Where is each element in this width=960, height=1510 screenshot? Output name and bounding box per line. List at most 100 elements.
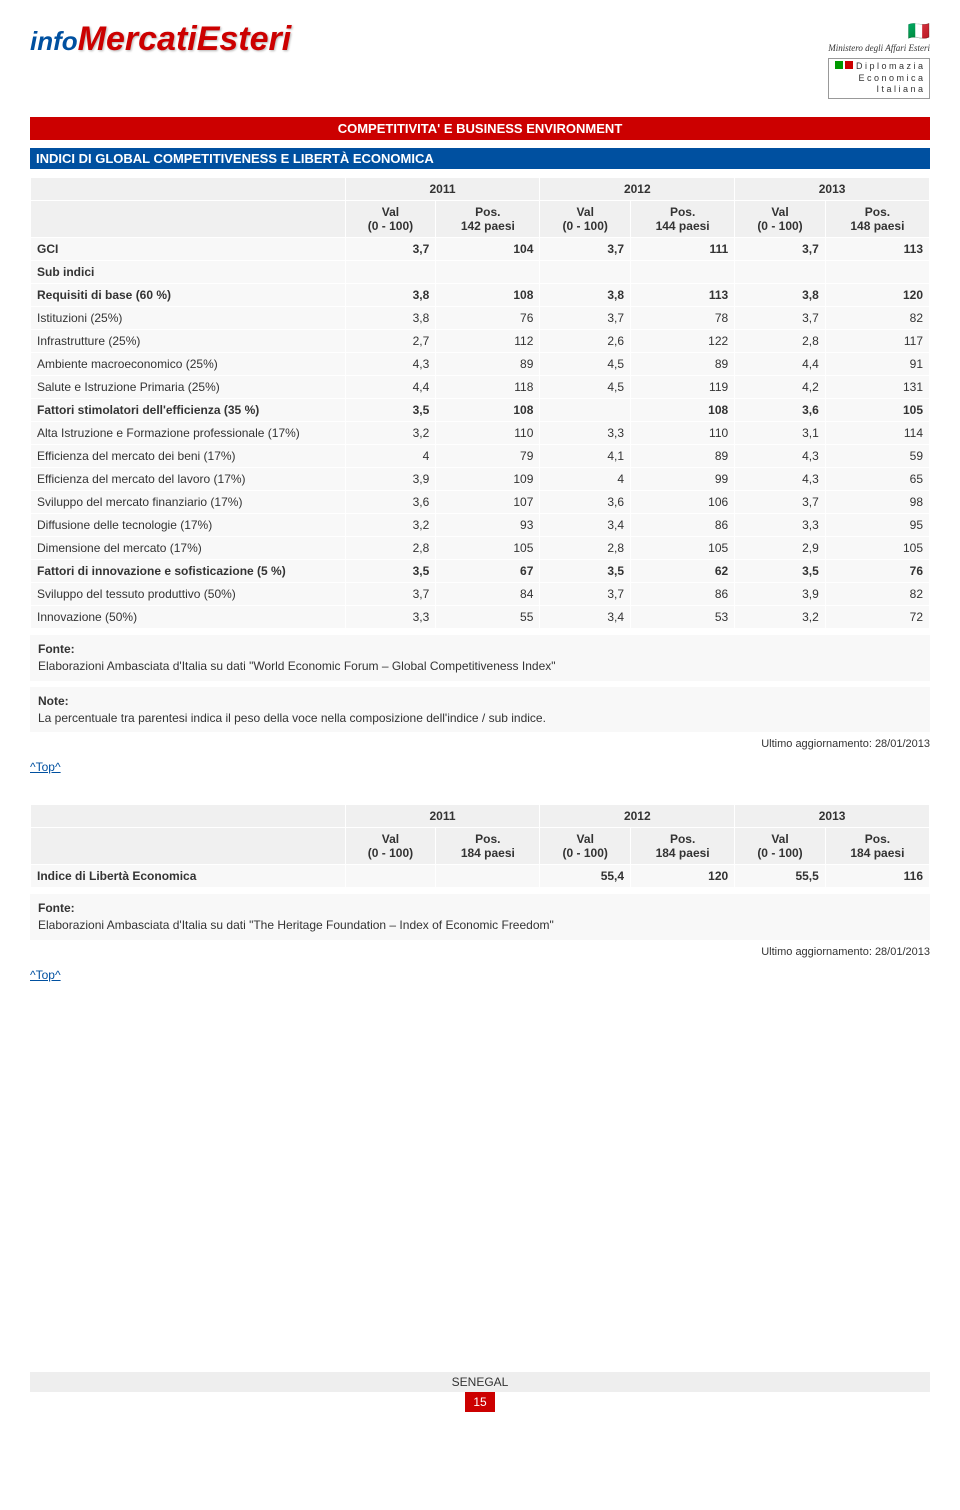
section-title-blue: INDICI DI GLOBAL COMPETITIVENESS E LIBER…	[30, 148, 930, 169]
cell: 3,7	[345, 238, 436, 261]
cell	[436, 261, 540, 284]
lib-cell: 116	[825, 865, 929, 888]
row-label: Alta Istruzione e Formazione professiona…	[31, 422, 346, 445]
row-label: Requisiti di base (60 %)	[31, 284, 346, 307]
cell: 110	[436, 422, 540, 445]
cell: 108	[436, 399, 540, 422]
cell: 2,6	[540, 330, 631, 353]
cell: 114	[825, 422, 929, 445]
table-row: Sviluppo del mercato finanziario (17%)3,…	[31, 491, 930, 514]
cell: 2,8	[540, 537, 631, 560]
cell: 120	[825, 284, 929, 307]
cell	[345, 261, 436, 284]
top-link-2[interactable]: ^Top^	[30, 968, 61, 982]
cell: 3,8	[345, 307, 436, 330]
lib-pos-label-0: Pos.184 paesi	[436, 828, 540, 865]
table-row: Innovazione (50%)3,3553,4533,272	[31, 606, 930, 629]
cell: 59	[825, 445, 929, 468]
cell: 91	[825, 353, 929, 376]
cell: 3,9	[735, 583, 826, 606]
cell	[631, 261, 735, 284]
cell: 2,7	[345, 330, 436, 353]
update2: Ultimo aggiornamento: 28/01/2013	[30, 946, 930, 958]
gci-year-2: 2013	[735, 178, 930, 201]
cell: 3,5	[345, 399, 436, 422]
cell: 79	[436, 445, 540, 468]
footer-pagenum: 15	[465, 1392, 495, 1412]
cell: 104	[436, 238, 540, 261]
cell: 76	[825, 560, 929, 583]
lib-pos-label-1: Pos.184 paesi	[631, 828, 735, 865]
gci-year-0: 2011	[345, 178, 540, 201]
row-label: Sviluppo del tessuto produttivo (50%)	[31, 583, 346, 606]
cell: 105	[436, 537, 540, 560]
cell: 105	[631, 537, 735, 560]
cell: 109	[436, 468, 540, 491]
top-link-1[interactable]: ^Top^	[30, 760, 61, 774]
row-label: Salute e Istruzione Primaria (25%)	[31, 376, 346, 399]
page-header: infoMercatiEsteri 🇮🇹 Ministero degli Aff…	[30, 20, 930, 99]
lib-year-0: 2011	[345, 805, 540, 828]
page-footer: SENEGAL 15	[30, 1372, 930, 1412]
cell: 67	[436, 560, 540, 583]
cell: 4	[540, 468, 631, 491]
cell: 86	[631, 514, 735, 537]
cell: 95	[825, 514, 929, 537]
fonte2-text: Elaborazioni Ambasciata d'Italia su dati…	[38, 918, 554, 932]
row-label: Fattori stimolatori dell'efficienza (35 …	[31, 399, 346, 422]
row-label: Infrastrutture (25%)	[31, 330, 346, 353]
cell: 3,7	[540, 307, 631, 330]
table-row: Alta Istruzione e Formazione professiona…	[31, 422, 930, 445]
cell: 108	[631, 399, 735, 422]
cell: 3,6	[345, 491, 436, 514]
row-label: Efficienza del mercato del lavoro (17%)	[31, 468, 346, 491]
cell: 3,7	[540, 238, 631, 261]
lib-cell: 55,4	[540, 865, 631, 888]
cell: 112	[436, 330, 540, 353]
cell: 2,9	[735, 537, 826, 560]
cell	[540, 399, 631, 422]
row-label: Sviluppo del mercato finanziario (17%)	[31, 491, 346, 514]
cell: 3,2	[345, 422, 436, 445]
table-row: Indice di Libertà Economica 55,4 120 55,…	[31, 865, 930, 888]
row-label: Sub indici	[31, 261, 346, 284]
lib-val-label-1: Val(0 - 100)	[540, 828, 631, 865]
cell: 117	[825, 330, 929, 353]
row-label: GCI	[31, 238, 346, 261]
cell: 3,8	[345, 284, 436, 307]
cell: 105	[825, 399, 929, 422]
row-label: Istituzioni (25%)	[31, 307, 346, 330]
fonte2-block: Fonte: Elaborazioni Ambasciata d'Italia …	[30, 894, 930, 940]
cell: 3,3	[345, 606, 436, 629]
gci-val-label-2: Val(0 - 100)	[735, 201, 826, 238]
ministry-name: Ministero degli Affari Esteri	[828, 43, 930, 55]
table-row: Fattori di innovazione e sofisticazione …	[31, 560, 930, 583]
table-row: Sub indici	[31, 261, 930, 284]
cell: 82	[825, 583, 929, 606]
dei-line2: E c o n o m i c a	[858, 73, 923, 83]
note1-text: La percentuale tra parentesi indica il p…	[38, 711, 546, 725]
emblem-icon: 🇮🇹	[828, 20, 930, 43]
cell: 3,6	[540, 491, 631, 514]
cell: 3,8	[735, 284, 826, 307]
row-label: Fattori di innovazione e sofisticazione …	[31, 560, 346, 583]
logo-info-text: info	[30, 26, 78, 56]
cell: 119	[631, 376, 735, 399]
cell: 113	[825, 238, 929, 261]
cell: 4	[345, 445, 436, 468]
row-label: Diffusione delle tecnologie (17%)	[31, 514, 346, 537]
cell: 122	[631, 330, 735, 353]
cell: 118	[436, 376, 540, 399]
gci-val-label-1: Val(0 - 100)	[540, 201, 631, 238]
cell: 3,4	[540, 606, 631, 629]
cell: 4,5	[540, 376, 631, 399]
cell: 89	[436, 353, 540, 376]
cell: 3,7	[540, 583, 631, 606]
cell: 2,8	[345, 537, 436, 560]
fonte1-label: Fonte:	[38, 642, 75, 656]
cell: 3,8	[540, 284, 631, 307]
cell: 93	[436, 514, 540, 537]
cell: 3,2	[345, 514, 436, 537]
table-row: Dimensione del mercato (17%)2,81052,8105…	[31, 537, 930, 560]
cell: 3,7	[735, 307, 826, 330]
